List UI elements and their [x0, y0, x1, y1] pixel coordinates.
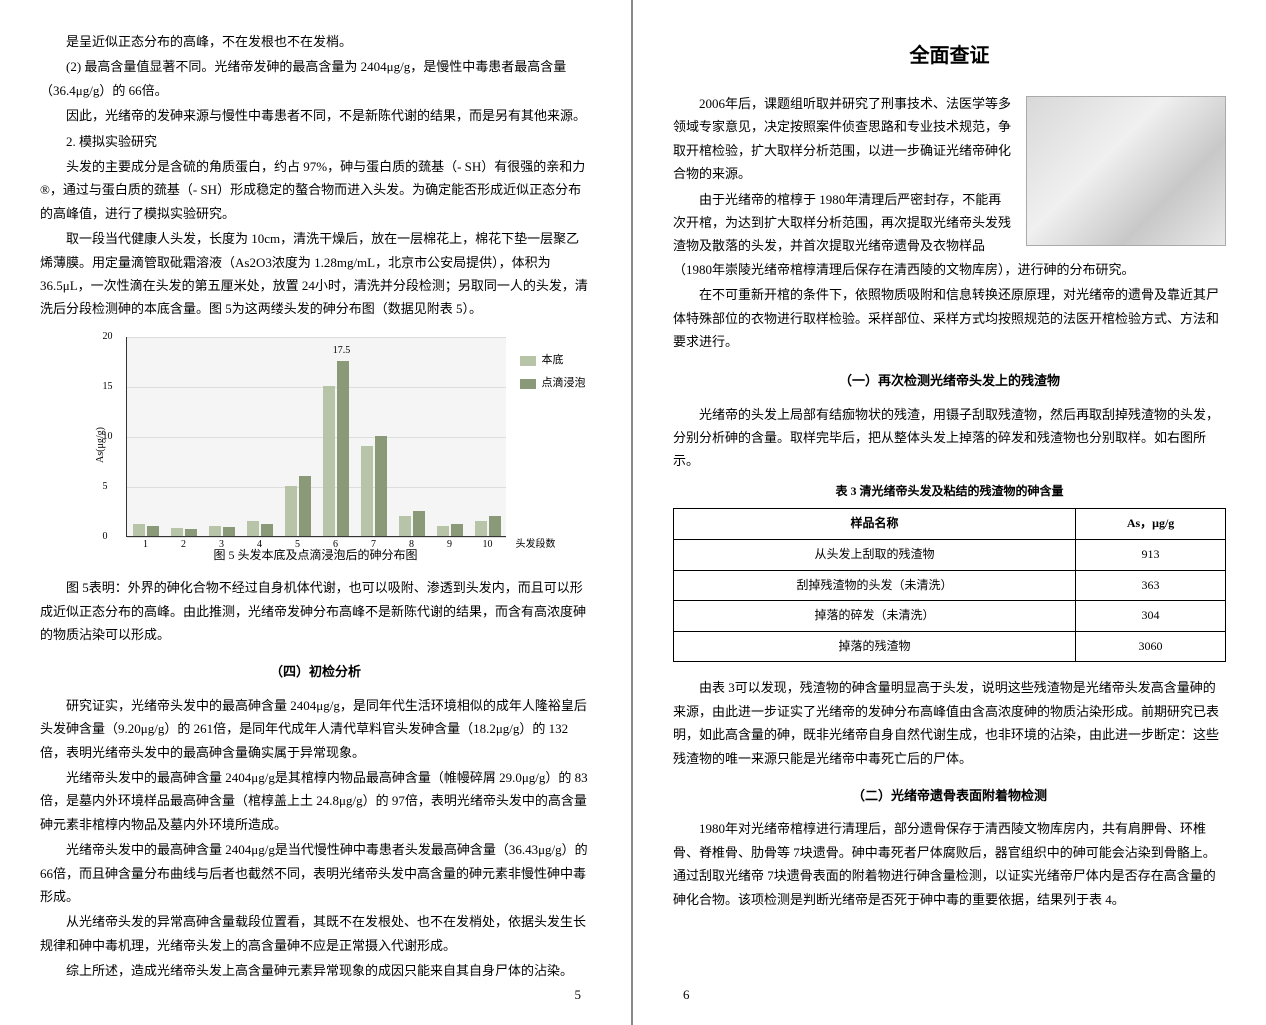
table-caption: 表 3 清光绪帝头发及粘结的残渣物的砷含量 [673, 481, 1226, 503]
table-row: 掉落的残渣物3060 [674, 631, 1226, 662]
bar-series-a [399, 516, 411, 536]
page-title: 全面查证 [673, 38, 1226, 74]
paragraph: 2. 模拟实验研究 [40, 130, 591, 153]
page-number: 6 [683, 983, 690, 1006]
bar-series-a [247, 521, 259, 536]
bar-series-b [299, 476, 311, 536]
paragraph: 从光绪帝头发的异常高砷含量载段位置看，其既不在发根处、也不在发梢处，依据头发生长… [40, 910, 591, 957]
table-cell: 363 [1076, 570, 1226, 601]
paragraph: 头发的主要成分是含硫的角质蛋白，约占 97%，砷与蛋白质的巯基（- SH）有很强… [40, 155, 591, 225]
subsection-heading: （一）再次检测光绪帝头发上的残渣物 [673, 369, 1226, 392]
bar-group [208, 526, 236, 536]
bar-series-b [337, 361, 349, 536]
table-header: 样品名称 [674, 509, 1076, 540]
x-tick-label: 1 [132, 536, 160, 554]
bar-series-a [171, 528, 183, 536]
x-tick-label: 10 [474, 536, 502, 554]
table-cell: 刮掉残渣物的头发（未清洗） [674, 570, 1076, 601]
page-right: 全面查证 2006年后，课题组听取并研究了刑事技术、法医学等多领域专家意见，决定… [633, 0, 1266, 1025]
bar-series-a [209, 526, 221, 536]
figure-5-chart: As(μg/g) 头发段数 本底 点滴浸泡 0510152012345617.5… [40, 337, 591, 537]
paragraph: 1980年对光绪帝棺椁进行清理后，部分遗骨保存于清西陵文物库房内，共有肩胛骨、环… [673, 817, 1226, 911]
y-tick-label: 5 [103, 478, 108, 496]
bar-group [170, 528, 198, 536]
y-tick-label: 10 [103, 428, 113, 446]
bar-group [474, 516, 502, 536]
x-tick-label: 7 [360, 536, 388, 554]
section-heading: （四）初检分析 [40, 660, 591, 683]
x-tick-label: 8 [398, 536, 426, 554]
paragraph: 光绪帝头发中的最高砷含量 2404μg/g是其棺椁内物品最高砷含量（帷幔碎屑 2… [40, 766, 591, 836]
bar-series-b [261, 524, 273, 536]
page-number: 5 [575, 983, 582, 1006]
table-cell: 掉落的残渣物 [674, 631, 1076, 662]
table-cell: 913 [1076, 540, 1226, 571]
table-3: 样品名称 As，μg/g 从头发上刮取的残渣物913刮掉残渣物的头发（未清洗）3… [673, 508, 1226, 662]
x-tick-label: 5 [284, 536, 312, 554]
paragraph: 光绪帝头发中的最高砷含量 2404μg/g是当代慢性砷中毒患者头发最高砷含量（3… [40, 838, 591, 908]
bar-group [398, 511, 426, 536]
paragraph: 综上所述，造成光绪帝头发上高含量砷元素异常现象的成因只能来自其自身尸体的沾染。 [40, 959, 591, 982]
table-header-row: 样品名称 As，μg/g [674, 509, 1226, 540]
bar-series-b [413, 511, 425, 536]
bar-series-a [285, 486, 297, 536]
bar-series-a [133, 524, 145, 536]
table-row: 掉落的碎发（未清洗）304 [674, 601, 1226, 632]
paragraph: (2) 最高含量值显著不同。光绪帝发砷的最高含量为 2404μg/g，是慢性中毒… [40, 55, 591, 102]
table-header: As，μg/g [1076, 509, 1226, 540]
peak-value-label: 17.5 [333, 342, 351, 360]
paragraph: 研究证实，光绪帝头发中的最高砷含量 2404μg/g，是同年代生活环境相似的成年… [40, 694, 591, 764]
bar-group [322, 361, 350, 536]
subsection-heading: （二）光绪帝遗骨表面附着物检测 [673, 784, 1226, 807]
bar-group [132, 524, 160, 536]
paragraph: 在不可重新开棺的条件下，依照物质吸附和信息转换还原原理，对光绪帝的遗骨及靠近其尸… [673, 283, 1226, 353]
y-tick-label: 15 [103, 378, 113, 396]
x-tick-label: 3 [208, 536, 236, 554]
table-cell: 304 [1076, 601, 1226, 632]
paragraph: 取一段当代健康人头发，长度为 10cm，清洗干燥后，放在一层棉花上，棉花下垫一层… [40, 227, 591, 321]
y-tick-label: 0 [103, 528, 108, 546]
table-cell: 从头发上刮取的残渣物 [674, 540, 1076, 571]
legend-label: 点滴浸泡 [542, 374, 586, 394]
paragraph: 由表 3可以发现，残渣物的砷含量明显高于头发，说明这些残渣物是光绪帝头发高含量砷… [673, 676, 1226, 770]
bar-series-b [451, 524, 463, 536]
bar-group [436, 524, 464, 536]
bar-series-b [147, 526, 159, 536]
bar-series-a [361, 446, 373, 536]
bar-series-b [375, 436, 387, 536]
y-tick-label: 20 [103, 328, 113, 346]
figure-caption: 图 5 头发本底及点滴浸泡后的砷分布图 [40, 545, 591, 567]
bar-series-b [489, 516, 501, 536]
bar-group [284, 476, 312, 536]
table-cell: 3060 [1076, 631, 1226, 662]
paragraph: 光绪帝的头发上局部有结痂物状的残渣，用镊子刮取残渣物，然后再取刮掉残渣物的头发，… [673, 403, 1226, 473]
paragraph: 是呈近似正态分布的高峰，不在发根也不在发梢。 [40, 30, 591, 53]
bar-series-a [323, 386, 335, 536]
bar-series-b [223, 527, 235, 536]
x-tick-label: 2 [170, 536, 198, 554]
paragraph: 因此，光绪帝的发砷来源与慢性中毒患者不同，不是新陈代谢的结果，而是另有其他来源。 [40, 104, 591, 127]
legend-label: 本底 [542, 351, 564, 371]
x-tick-label: 9 [436, 536, 464, 554]
sampling-photo [1026, 96, 1226, 246]
paragraph: 图 5表明：外界的砷化合物不经过自身机体代谢，也可以吸附、渗透到头发内，而且可以… [40, 576, 591, 646]
legend-swatch [520, 356, 536, 366]
bar-group [360, 436, 388, 536]
x-tick-label: 6 [322, 536, 350, 554]
page-left: 是呈近似正态分布的高峰，不在发根也不在发梢。 (2) 最高含量值显著不同。光绪帝… [0, 0, 633, 1025]
intro-block: 2006年后，课题组听取并研究了刑事技术、法医学等多领域专家意见，决定按照案件侦… [673, 92, 1226, 355]
table-row: 从头发上刮取的残渣物913 [674, 540, 1226, 571]
bar-series-a [437, 526, 449, 536]
bar-series-a [475, 521, 487, 536]
chart-legend: 本底 点滴浸泡 [520, 351, 586, 399]
table-row: 刮掉残渣物的头发（未清洗）363 [674, 570, 1226, 601]
x-axis-title: 头发段数 [516, 536, 556, 554]
bar-group [246, 521, 274, 536]
legend-swatch [520, 379, 536, 389]
x-tick-label: 4 [246, 536, 274, 554]
table-cell: 掉落的碎发（未清洗） [674, 601, 1076, 632]
bar-series-b [185, 529, 197, 536]
